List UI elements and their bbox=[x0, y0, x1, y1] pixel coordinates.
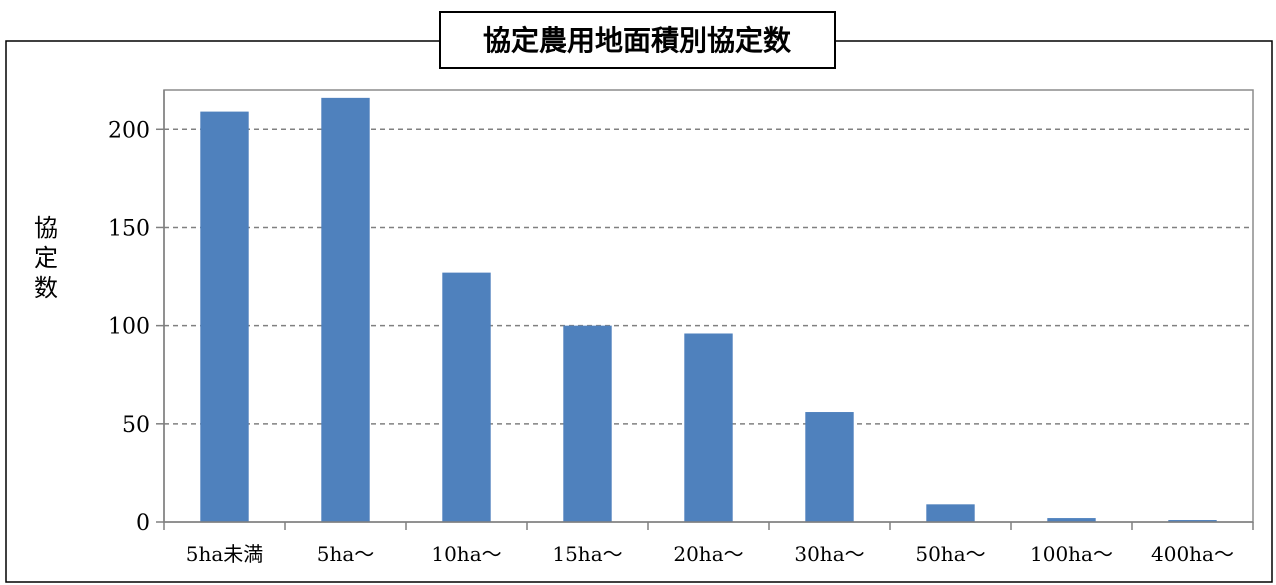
bars bbox=[200, 97, 1217, 522]
x-tick-label: 5ha未満 bbox=[186, 542, 264, 566]
bar bbox=[321, 97, 370, 522]
y-label-char: 協 bbox=[34, 214, 58, 242]
bar bbox=[442, 272, 491, 522]
axes bbox=[156, 90, 1254, 530]
y-tick-label: 100 bbox=[108, 315, 150, 340]
bar bbox=[805, 412, 854, 522]
y-label-char: 数 bbox=[34, 274, 58, 302]
y-tick-label: 200 bbox=[108, 118, 150, 143]
bar bbox=[563, 325, 612, 522]
x-tick-label: 5ha～ bbox=[317, 542, 375, 566]
x-tick-label: 10ha～ bbox=[431, 542, 501, 566]
bar bbox=[1168, 520, 1217, 522]
y-tick-label: 150 bbox=[108, 216, 150, 241]
x-tick-label: 100ha～ bbox=[1030, 542, 1113, 566]
bar bbox=[1047, 518, 1096, 522]
x-tick-label: 20ha～ bbox=[673, 542, 743, 566]
bar bbox=[926, 504, 975, 522]
y-tick-label: 50 bbox=[122, 413, 150, 438]
x-tick-label: 30ha～ bbox=[794, 542, 864, 566]
x-tick-label: 15ha～ bbox=[552, 542, 622, 566]
x-tick-labels: 5ha未満 5ha～ 10ha～ 15ha～ 20ha～ 30ha～ 50ha～ 100ha～… bbox=[186, 542, 1234, 566]
bar bbox=[684, 333, 733, 522]
bar bbox=[200, 111, 249, 522]
y-label-char: 定 bbox=[34, 244, 58, 272]
x-tick-label: 50ha～ bbox=[915, 542, 985, 566]
y-axis-label: 協定数 bbox=[34, 214, 58, 302]
title-box bbox=[439, 11, 836, 69]
x-tick-label: 400ha～ bbox=[1151, 542, 1234, 566]
y-tick-labels: 0 50 100 150 200 bbox=[108, 118, 150, 536]
y-tick-label: 0 bbox=[136, 511, 150, 536]
chart-title: 協定農用地面積別協定数 bbox=[483, 24, 792, 57]
